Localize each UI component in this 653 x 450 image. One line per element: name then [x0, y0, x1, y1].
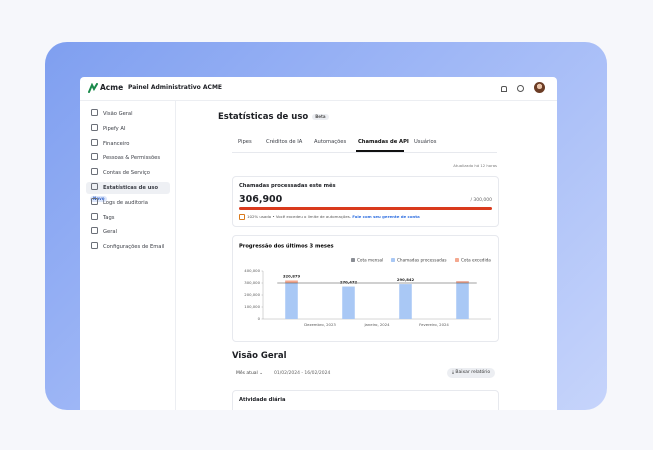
sidebar-icon — [91, 183, 98, 190]
sidebar-icon — [91, 242, 98, 250]
sidebar-label: Logs de auditoria — [103, 199, 148, 206]
legend-label: Cota mensal — [357, 257, 383, 262]
warning-text: 102% usado • Você excedeu o limite de au… — [247, 214, 352, 219]
sidebar-label: Pessoas & Permissões — [103, 155, 161, 162]
sidebar-label: Geral — [103, 229, 117, 236]
sidebar-label: Configurações de Email — [103, 244, 165, 251]
warning-icon — [239, 214, 245, 220]
tab[interactable]: Pipes — [238, 139, 252, 145]
sidebar-item[interactable]: Configurações de Email — [86, 241, 170, 253]
bar-excess — [285, 280, 298, 283]
usage-card: Chamadas processadas este mês 306,900 / … — [232, 176, 499, 227]
usage-title: Chamadas processadas este mês — [239, 183, 336, 189]
bar — [285, 280, 298, 319]
page-title-text: Estatísticas de uso — [218, 112, 309, 122]
data-label: 270,472 — [340, 280, 358, 285]
y-tick-label: 200,000 — [244, 292, 260, 297]
legend-swatch — [391, 258, 395, 262]
sidebar-icon — [91, 153, 98, 161]
usage-progress — [239, 207, 492, 210]
updated-note: Atualizado há 12 horas — [453, 163, 497, 168]
sidebar-label: Contas de Serviço — [103, 170, 150, 177]
x-tick-label: Dezembro, 2023 — [304, 322, 336, 327]
y-tick-label: 300,000 — [244, 280, 260, 285]
legend-swatch — [455, 258, 459, 262]
tab[interactable]: Automações — [314, 139, 347, 145]
sidebar-item[interactable]: Estatísticas de uso Novo — [86, 182, 170, 202]
sidebar-label: Tags — [103, 214, 115, 221]
tab[interactable]: Créditos de IA — [266, 139, 303, 145]
beta-badge: Beta — [312, 114, 329, 120]
logo-text: Acme — [100, 83, 124, 92]
usage-limit: / 300,000 — [470, 198, 492, 203]
x-tick-label: Janeiro, 2024 — [363, 322, 390, 327]
chart-card: Progressão dos últimos 3 meses Cota mens… — [232, 235, 499, 342]
tabs-border — [232, 152, 497, 153]
bar-excess — [456, 281, 469, 283]
y-tick-label: 0 — [258, 316, 261, 321]
legend-label: Chamadas processadas — [397, 257, 447, 262]
activity-title: Atividade diária — [239, 397, 286, 403]
sidebar-label: Pipefy AI — [103, 125, 126, 132]
sidebar-label: Estatísticas de uso — [103, 185, 159, 191]
main: Estatísticas de uso Beta Pipes Créditos de… — [80, 77, 557, 410]
sidebar-label: Visão Geral — [103, 111, 133, 117]
sidebar-item[interactable]: Financeiro — [86, 138, 170, 150]
x-tick-label: Fevereiro, 2024 — [419, 322, 449, 327]
sidebar-item[interactable]: Geral — [86, 226, 170, 238]
logo-icon — [88, 83, 98, 93]
sidebar-icon — [91, 227, 98, 235]
sidebar-item[interactable]: Pessoas & Permissões — [86, 152, 170, 164]
page-title: Estatísticas de uso Beta — [218, 112, 329, 122]
sidebar-item[interactable]: Pipefy AI — [86, 123, 170, 135]
data-label: 290,842 — [397, 277, 415, 282]
header-title: Painel Administrativo ACME — [128, 84, 223, 91]
bar — [342, 286, 355, 319]
date-range[interactable]: 01/02/2024 - 16/02/2024 — [274, 371, 331, 376]
y-tick-label: 100,000 — [244, 304, 260, 309]
sidebar-item[interactable]: Visão Geral — [86, 108, 170, 120]
tab-underline — [356, 150, 404, 152]
sidebar-label: Financeiro — [103, 140, 130, 147]
sidebar-icon — [91, 123, 98, 131]
app-window: Acme Painel Administrativo ACME Visão Ge… — [80, 77, 557, 410]
help-icon[interactable] — [517, 85, 524, 92]
sidebar: Visão Geral Pipefy AI Financeiro Pessoas & … — [80, 101, 176, 410]
usage-value: 306,900 — [239, 194, 283, 205]
sidebar-icon — [91, 138, 98, 146]
header: Acme Painel Administrativo ACME — [80, 77, 557, 101]
period-text: Mês atual — [236, 371, 258, 376]
chart: Progressão dos últimos 3 meses Cota mens… — [239, 243, 491, 328]
tab[interactable]: Usuários — [414, 139, 437, 145]
sidebar-item[interactable]: Contas de Serviço — [86, 167, 170, 179]
sidebar-item[interactable]: Tags — [86, 212, 170, 224]
sidebar-icon — [91, 168, 98, 176]
usage-warning: 102% usado • Você excedeu o limite de au… — [247, 214, 420, 219]
overview-title: Visão Geral — [232, 351, 287, 361]
new-badge: Novo — [90, 196, 108, 202]
bar — [399, 284, 412, 319]
bar — [456, 281, 469, 319]
bell-icon[interactable] — [501, 86, 507, 92]
y-tick-label: 400,000 — [244, 268, 260, 273]
download-button[interactable]: ⤓ Baixar relatório — [447, 368, 496, 378]
download-text: Baixar relatório — [455, 370, 491, 375]
sidebar-item[interactable]: Logs de auditoria — [86, 197, 170, 209]
avatar[interactable] — [534, 82, 545, 93]
tab[interactable]: Chamadas de API — [358, 139, 409, 145]
sidebar-icon — [91, 212, 98, 220]
activity-card: Atividade diária — [232, 390, 499, 410]
backdrop: Acme Painel Administrativo ACME Visão Ge… — [45, 42, 607, 410]
period-select[interactable]: Mês atual ⌄ — [236, 371, 264, 376]
legend-label: Cota excedida — [461, 257, 491, 262]
sidebar-icon — [91, 197, 98, 205]
account-manager-link[interactable]: Fale com seu gerente de conta — [352, 214, 420, 219]
data-label: 320,879 — [283, 273, 301, 278]
sidebar-icon — [91, 109, 98, 116]
legend-swatch — [351, 258, 355, 262]
chart-title: Progressão dos últimos 3 meses — [239, 243, 334, 250]
